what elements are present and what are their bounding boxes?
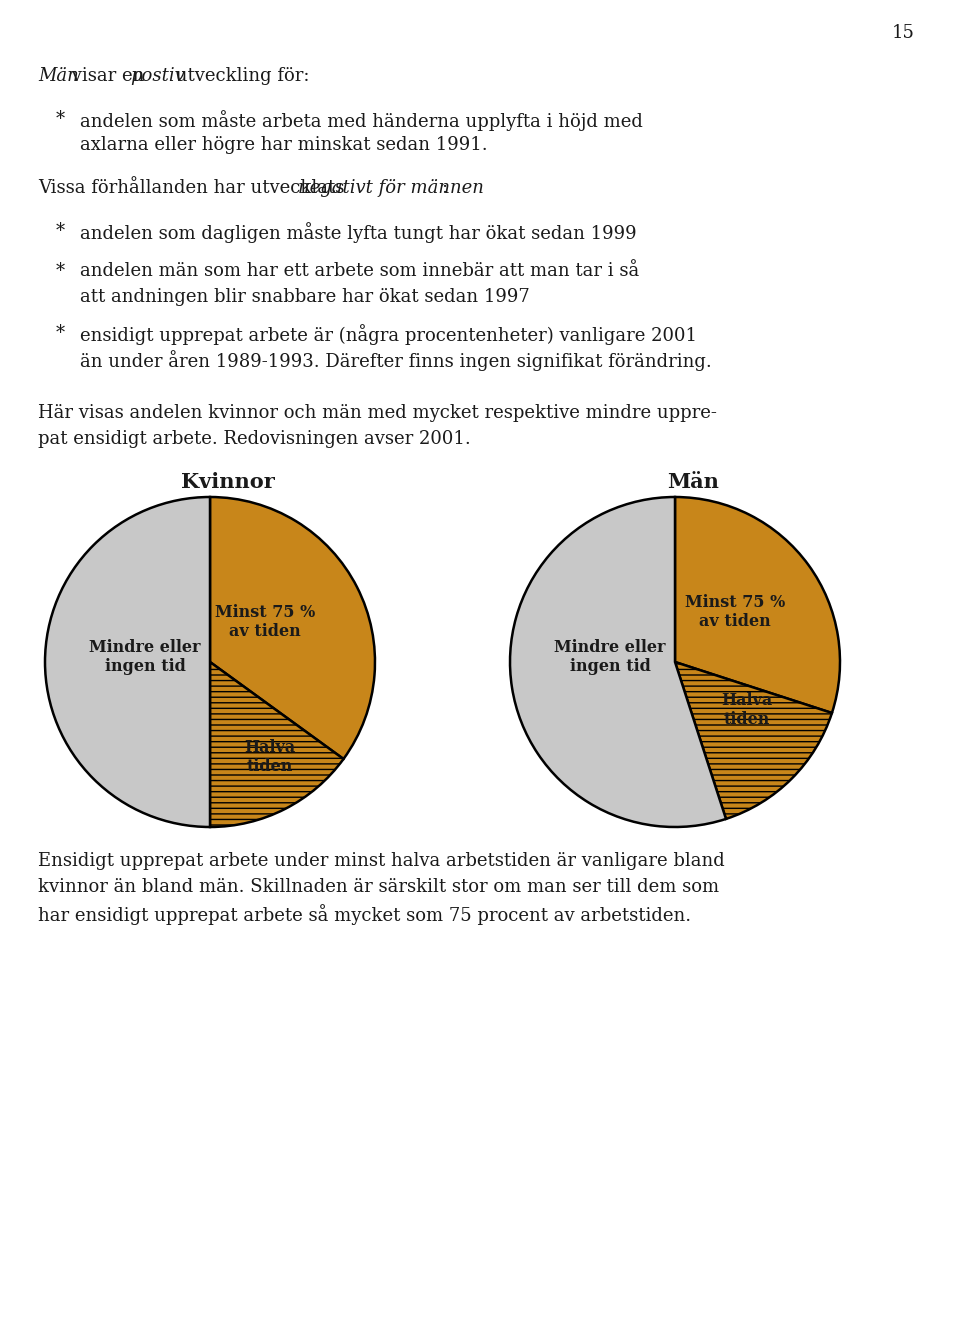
Text: Halva
tiden: Halva tiden [721, 691, 773, 729]
Text: *: * [56, 221, 65, 240]
Wedge shape [210, 662, 344, 827]
Wedge shape [45, 497, 210, 827]
Text: 15: 15 [892, 24, 915, 42]
Wedge shape [210, 497, 375, 760]
Text: Mindre eller
ingen tid: Mindre eller ingen tid [554, 639, 665, 675]
Wedge shape [510, 497, 726, 827]
Text: andelen som måste arbeta med händerna upplyfta i höjd med: andelen som måste arbeta med händerna up… [80, 110, 643, 132]
Text: andelen män som har ett arbete som innebär att man tar i så: andelen män som har ett arbete som inneb… [80, 262, 639, 280]
Text: postiv: postiv [130, 67, 184, 85]
Text: negativt för männen: negativt för männen [298, 178, 484, 197]
Text: Kvinnor: Kvinnor [181, 472, 275, 493]
Text: andelen som dagligen måste lyfta tungt har ökat sedan 1999: andelen som dagligen måste lyfta tungt h… [80, 221, 636, 243]
Text: axlarna eller högre har minskat sedan 1991.: axlarna eller högre har minskat sedan 19… [80, 136, 488, 154]
Text: kvinnor än bland män. Skillnaden är särskilt stor om man ser till dem som: kvinnor än bland män. Skillnaden är särs… [38, 878, 719, 896]
Wedge shape [675, 662, 832, 819]
Text: pat ensidigt arbete. Redovisningen avser 2001.: pat ensidigt arbete. Redovisningen avser… [38, 429, 470, 448]
Text: Här visas andelen kvinnor och män med mycket respektive mindre uppre-: Här visas andelen kvinnor och män med my… [38, 404, 717, 421]
Text: Ensidigt upprepat arbete under minst halva arbetstiden är vanligare bland: Ensidigt upprepat arbete under minst hal… [38, 852, 725, 870]
Text: *: * [56, 110, 65, 127]
Text: *: * [56, 262, 65, 280]
Text: Minst 75 %
av tiden: Minst 75 % av tiden [684, 593, 785, 631]
Text: Halva
tiden: Halva tiden [245, 738, 296, 776]
Text: Män: Män [38, 67, 79, 85]
Text: visar en: visar en [66, 67, 150, 85]
Text: utveckling för:: utveckling för: [170, 67, 309, 85]
Text: än under åren 1989-1993. Därefter finns ingen signifikat förändring.: än under åren 1989-1993. Därefter finns … [80, 350, 711, 370]
Text: Mindre eller
ingen tid: Mindre eller ingen tid [89, 639, 201, 675]
Text: Minst 75 %
av tiden: Minst 75 % av tiden [215, 604, 315, 640]
Text: har ensidigt upprepat arbete så mycket som 75 procent av arbetstiden.: har ensidigt upprepat arbete så mycket s… [38, 905, 691, 925]
Text: Män: Män [667, 472, 719, 493]
Text: att andningen blir snabbare har ökat sedan 1997: att andningen blir snabbare har ökat sed… [80, 289, 530, 306]
Text: Vissa förhållanden har utvecklats: Vissa förhållanden har utvecklats [38, 178, 350, 197]
Wedge shape [675, 497, 840, 713]
Text: ensidigt upprepat arbete är (några procentenheter) vanligare 2001: ensidigt upprepat arbete är (några proce… [80, 323, 697, 345]
Text: *: * [56, 323, 65, 342]
Text: :: : [441, 178, 447, 197]
